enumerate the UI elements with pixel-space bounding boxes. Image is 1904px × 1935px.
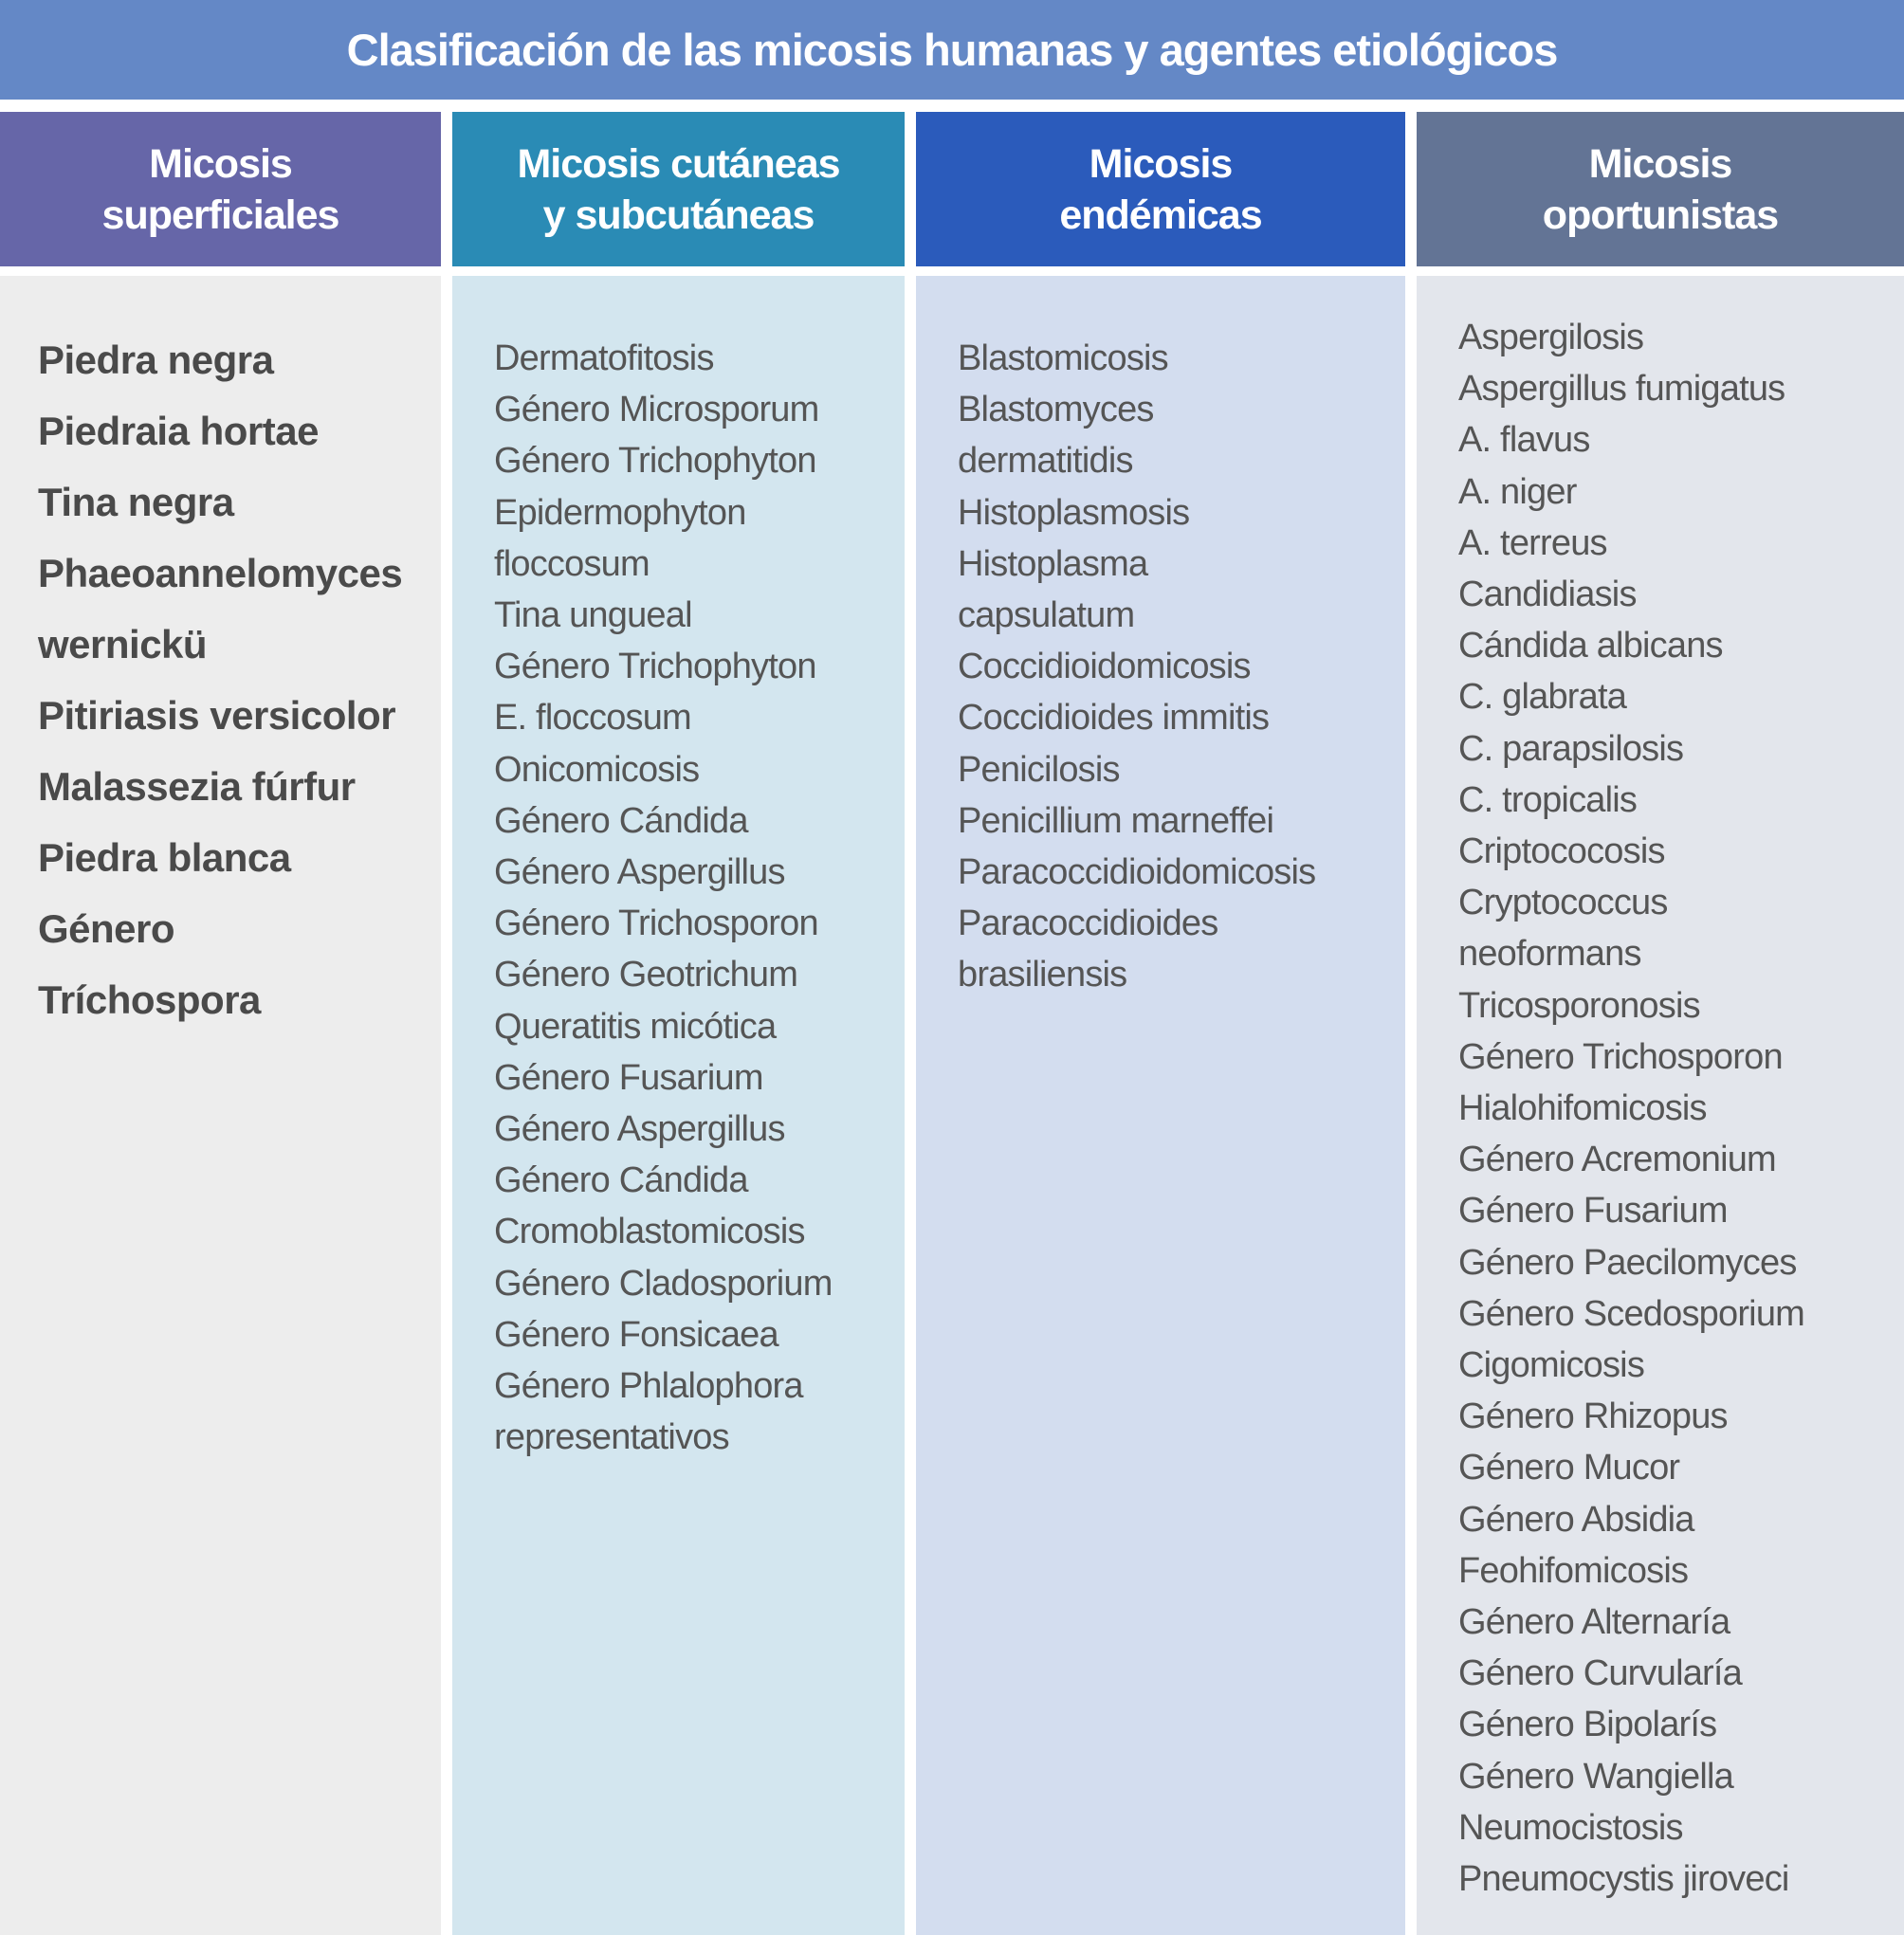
- list-item: Género Fusarium: [494, 1057, 763, 1098]
- column-header-cutaneas: Micosis cutáneas y subcutáneas: [452, 112, 905, 266]
- list-item: Queratitis micótica: [494, 1006, 777, 1047]
- list-item: Género Microsporum: [494, 390, 819, 430]
- list-item: Género Trichophyton: [494, 441, 816, 482]
- list-item: E. floccosum: [494, 698, 692, 739]
- list-item: Género Cándida: [494, 800, 748, 841]
- list-item: Género Aspergillus: [494, 852, 785, 893]
- list-item: Paracoccidioides: [958, 904, 1218, 944]
- list-item: Piedraia hortae: [38, 409, 319, 453]
- list-item: Género Scedosporium: [1458, 1293, 1805, 1334]
- column-header-superficiales: Micosis superficiales: [0, 112, 441, 266]
- list-item: Género Geotrichum: [494, 955, 798, 995]
- list-item: floccosum: [494, 543, 650, 584]
- list-item: Género Acremonium: [1458, 1140, 1777, 1180]
- list-item: Género Paecilomyces: [1458, 1242, 1797, 1283]
- list-item: Género Alternaría: [1458, 1602, 1730, 1643]
- item-list: Aspergilosis Aspergillus fumigatus A. flav…: [1458, 276, 1904, 1905]
- list-item: Pneumocystis jiroveci: [1458, 1859, 1789, 1900]
- list-item: A. niger: [1458, 471, 1577, 512]
- list-item: Histoplasma: [958, 543, 1148, 584]
- list-item: C. parapsilosis: [1458, 728, 1684, 769]
- list-item: Malassezia fúrfur: [38, 764, 356, 809]
- list-item: C. glabrata: [1458, 677, 1627, 718]
- item-list: Piedra negra Piedraia hortae Tina negra Pha…: [38, 276, 441, 1035]
- column-body-oportunistas: Aspergilosis Aspergillus fumigatus A. flav…: [1417, 276, 1904, 1935]
- list-item: Género Aspergillus: [494, 1109, 785, 1150]
- list-item: Género Fusarium: [1458, 1191, 1728, 1232]
- list-item: Penicilosis: [958, 749, 1121, 790]
- list-item: Género Mucor: [1458, 1448, 1680, 1488]
- list-item: Dermatofitosis: [494, 338, 714, 378]
- list-item: capsulatum: [958, 595, 1135, 636]
- list-item: Tina ungueal: [494, 595, 693, 636]
- list-item: Género Cándida: [494, 1160, 748, 1201]
- list-item: Neumocistosis: [1458, 1807, 1683, 1848]
- list-item: Paracoccidioidomicosis: [958, 852, 1316, 893]
- list-item: Onicomicosis: [494, 749, 700, 790]
- list-item: Género Phlalophora: [494, 1366, 804, 1407]
- list-item: Tricosporonosis: [1458, 985, 1701, 1026]
- list-item: Género Wangiella: [1458, 1756, 1734, 1797]
- list-item: Género Absidia: [1458, 1499, 1694, 1540]
- list-item: Hialohifomicosis: [1458, 1088, 1708, 1129]
- item-list: Dermatofitosis Género Microsporum Género T…: [494, 276, 905, 1463]
- column-header-label: Micosis superficiales: [101, 140, 340, 238]
- list-item: Coccidioidomicosis: [958, 647, 1252, 687]
- list-item: Género: [38, 906, 175, 951]
- column-body-cutaneas: Dermatofitosis Género Microsporum Género T…: [452, 276, 905, 1935]
- page-title: Clasificación de las micosis humanas y a…: [346, 25, 1559, 75]
- list-item: Cromoblastomicosis: [494, 1212, 806, 1252]
- list-item: representativos: [494, 1417, 730, 1458]
- list-item: Género Trichophyton: [494, 647, 816, 687]
- column-header-endemicas: Micosis endémicas: [916, 112, 1405, 266]
- list-item: Pitiriasis versicolor: [38, 693, 396, 738]
- list-item: Phaeoannelomyces: [38, 551, 403, 595]
- list-item: Piedra negra: [38, 338, 274, 382]
- list-item: A. terreus: [1458, 522, 1608, 563]
- item-list: Blastomicosis Blastomyces dermatitidis Hist…: [958, 276, 1405, 1001]
- column-header-oportunistas: Micosis oportunistas: [1417, 112, 1904, 266]
- column-header-label: Micosis cutáneas y subcutáneas: [517, 140, 840, 238]
- list-item: Blastomicosis: [958, 338, 1169, 378]
- list-item: neoformans: [1458, 934, 1641, 975]
- list-item: Blastomyces: [958, 390, 1154, 430]
- list-item: Género Curvularía: [1458, 1653, 1743, 1694]
- list-item: Aspergilosis: [1458, 318, 1644, 357]
- list-item: C. tropicalis: [1458, 779, 1638, 820]
- list-item: wernickü: [38, 622, 208, 666]
- list-item: Coccidioides immitis: [958, 698, 1270, 739]
- list-item: Penicillium marneffei: [958, 800, 1274, 841]
- list-item: Género Trichosporon: [494, 904, 819, 944]
- list-item: Género Trichosporon: [1458, 1036, 1784, 1077]
- list-item: Cándida albicans: [1458, 626, 1724, 666]
- list-item: brasiliensis: [958, 955, 1127, 995]
- list-item: Género Fonsicaea: [494, 1314, 779, 1355]
- list-item: Aspergillus fumigatus: [1458, 369, 1785, 410]
- list-item: Género Cladosporium: [494, 1263, 833, 1304]
- list-item: Candidiasis: [1458, 575, 1637, 615]
- list-item: dermatitidis: [958, 441, 1133, 482]
- list-item: Cryptococcus: [1458, 883, 1668, 923]
- list-item: Feohifomicosis: [1458, 1550, 1689, 1591]
- list-item: Género Bipolarís: [1458, 1705, 1717, 1745]
- list-item: Tina negra: [38, 480, 234, 524]
- list-item: Histoplasmosis: [958, 492, 1190, 533]
- column-body-superficiales: Piedra negra Piedraia hortae Tina negra Pha…: [0, 276, 441, 1935]
- column-header-label: Micosis endémicas: [1059, 140, 1262, 238]
- list-item: Género Rhizopus: [1458, 1396, 1729, 1437]
- column-header-label: Micosis oportunistas: [1542, 140, 1779, 238]
- list-item: Criptococosis: [1458, 831, 1665, 872]
- list-item: Tríchospora: [38, 977, 261, 1022]
- list-item: Piedra blanca: [38, 835, 291, 880]
- list-item: A. flavus: [1458, 420, 1590, 461]
- title-bar: Clasificación de las micosis humanas y a…: [0, 0, 1904, 100]
- list-item: Epidermophyton: [494, 492, 746, 533]
- column-body-endemicas: Blastomicosis Blastomyces dermatitidis Hist…: [916, 276, 1405, 1935]
- list-item: Cigomicosis: [1458, 1345, 1645, 1386]
